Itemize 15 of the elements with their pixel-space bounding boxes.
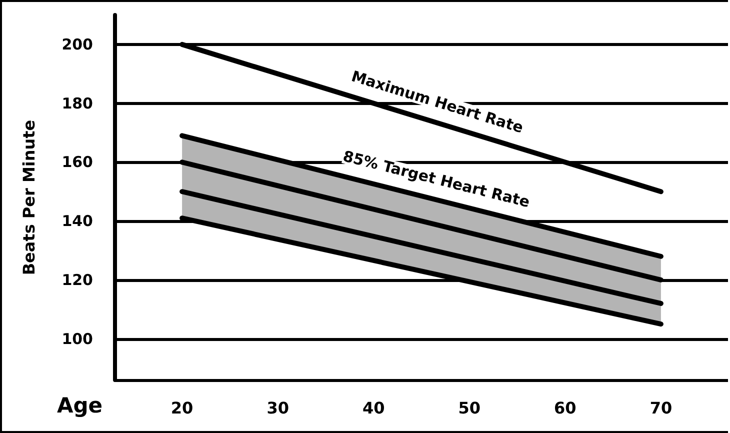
x-axis-title: Age [57,394,103,418]
x-tick-label: 30 [266,398,289,418]
y-tick-label: 120 [62,270,93,289]
x-tick-label: 20 [170,398,194,418]
text: 85% Target Heart Rate [341,146,532,212]
x-tick-label: 50 [458,398,481,418]
y-tick-label: 140 [62,212,93,230]
y-tick-label: 100 [62,330,93,348]
x-tick-label: 60 [554,398,576,418]
x-tick-label: 40 [362,398,385,418]
y-axis-title: Beats Per Minute [20,120,38,276]
y-tick-label: 180 [62,94,93,112]
y-tick-label: 200 [62,35,93,54]
x-tick-label: 70 [650,398,672,418]
y-tick-label: 160 [62,153,93,172]
